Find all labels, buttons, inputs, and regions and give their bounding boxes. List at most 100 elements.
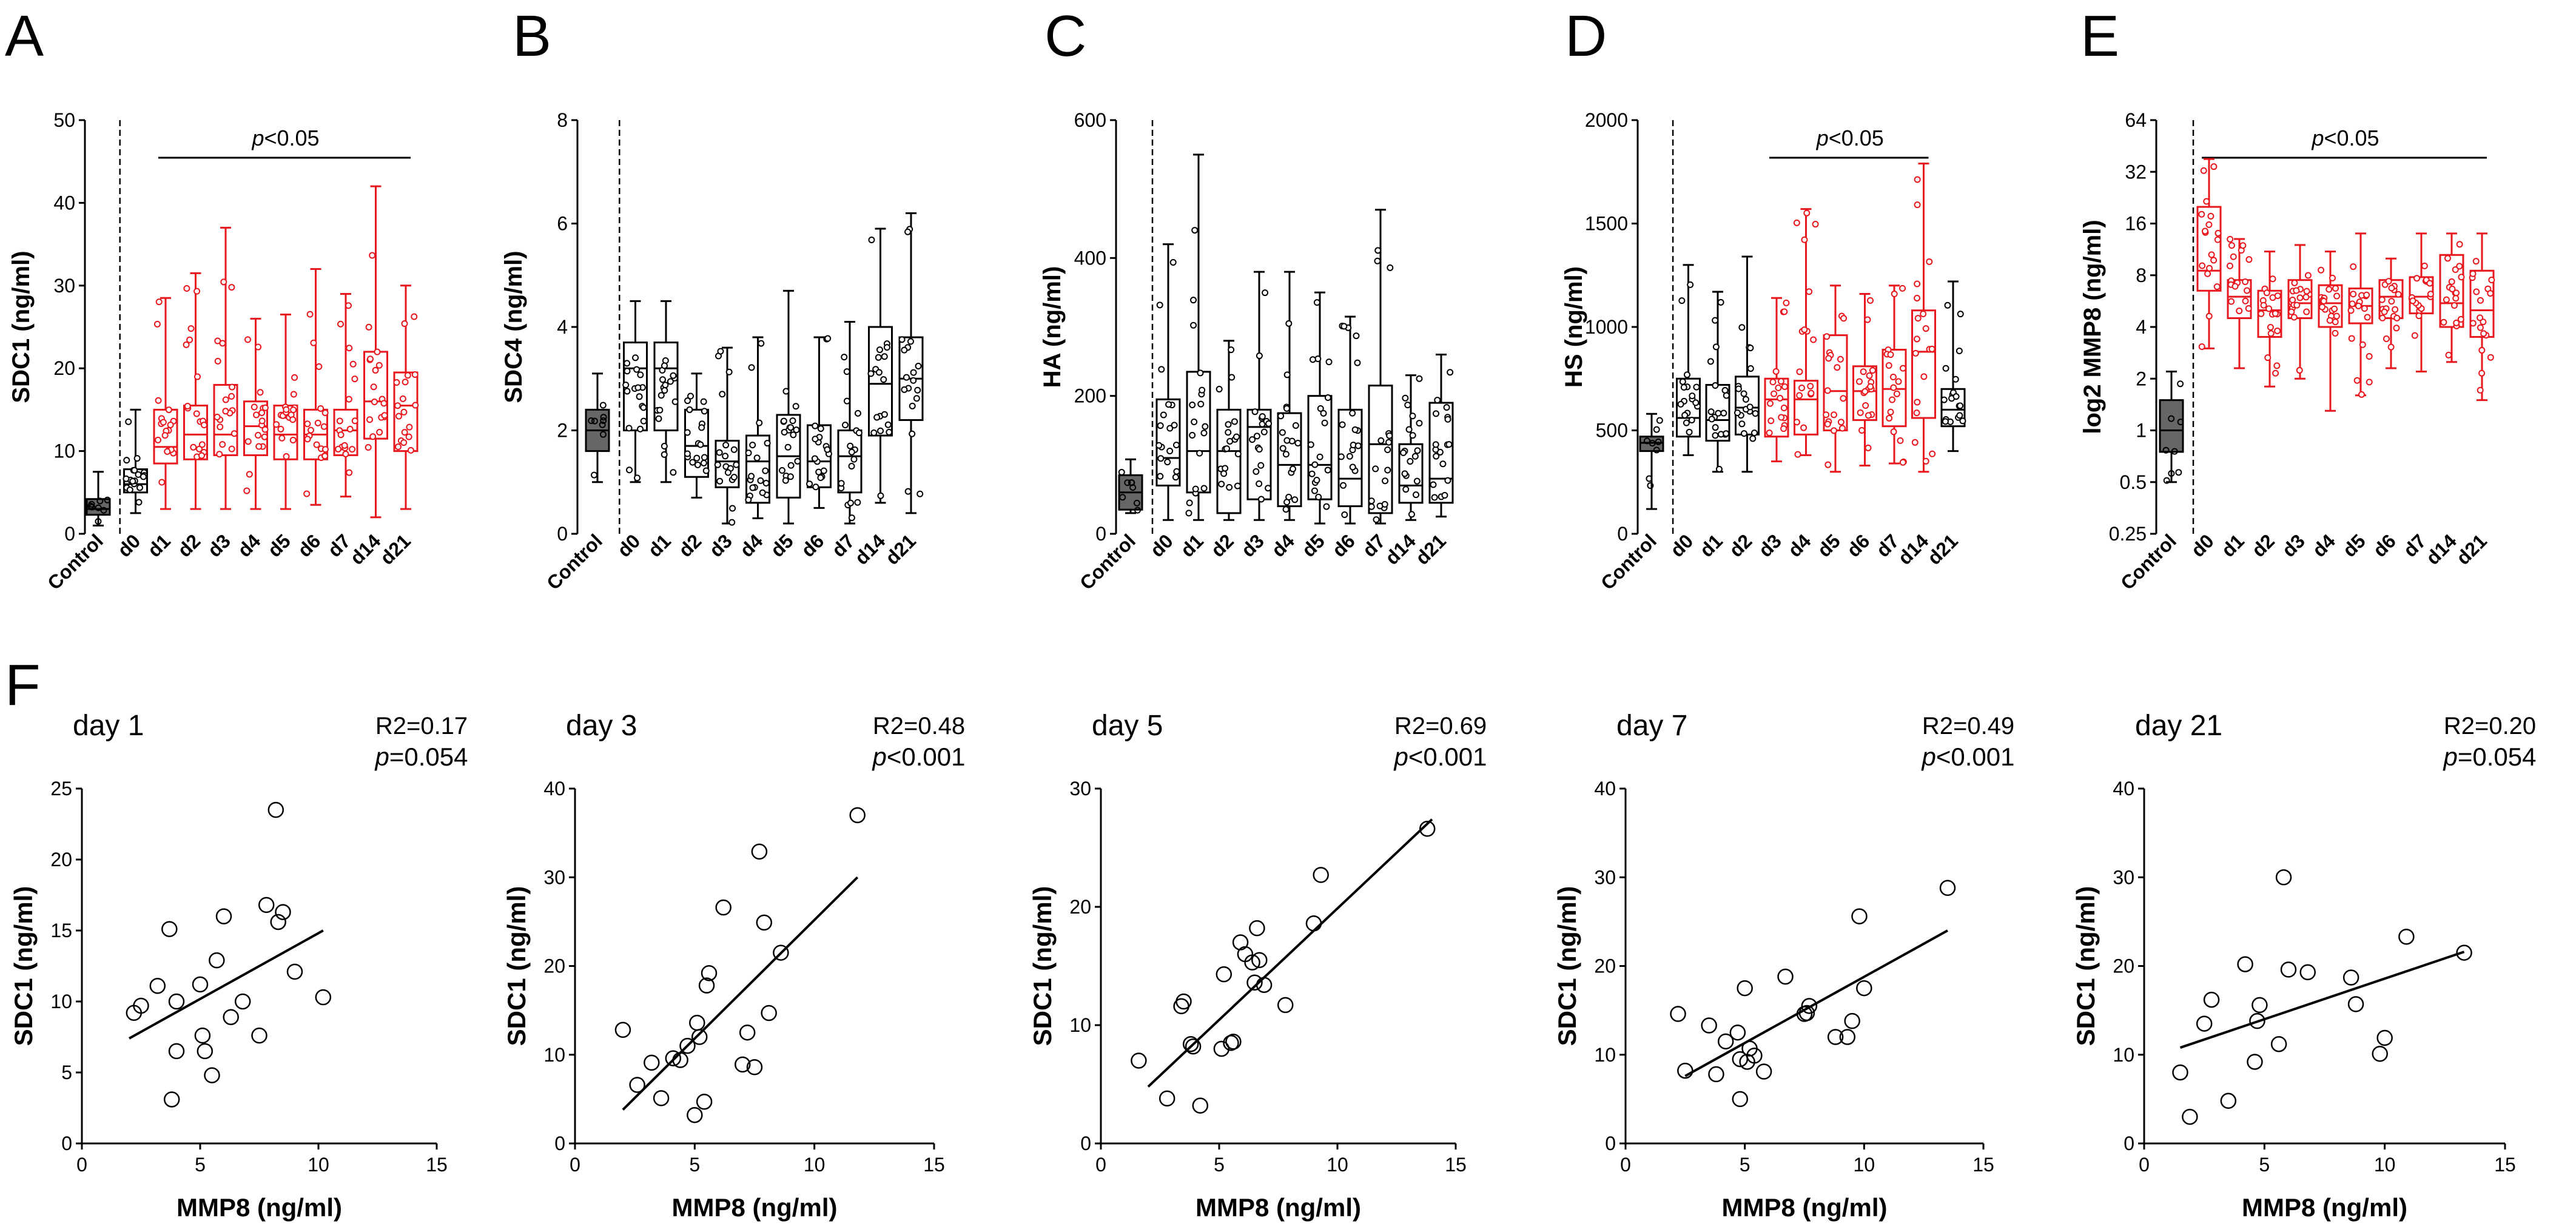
data-point: [1867, 383, 1874, 390]
data-point: [2203, 198, 2210, 205]
data-point: [2457, 315, 2464, 323]
box-iqr: [837, 429, 863, 494]
data-point: [1723, 392, 1730, 399]
data-point: [671, 398, 679, 405]
data-point: [2296, 366, 2303, 374]
box-d3: [2287, 244, 2313, 380]
data-point: [2303, 288, 2310, 295]
data-point: [1156, 301, 1163, 309]
y-tick-label: 20: [53, 357, 75, 379]
data-point: [1283, 499, 1291, 506]
data-point: [2267, 324, 2274, 331]
data-point: [1807, 383, 1814, 390]
data-point: [2290, 314, 2298, 321]
data-point: [2260, 301, 2267, 309]
data-point: [2332, 318, 2339, 326]
data-point: [1655, 438, 1662, 445]
data-point: [257, 389, 264, 396]
scatter-plot-panels: day 1 R2=0.17 p=0.054 0 5 10 15 20 25 0 5 10 15 MMP8 …: [9, 710, 2537, 1222]
x-tick-label: 5: [195, 1154, 206, 1176]
data-point: [1794, 451, 1801, 458]
scatter-point: [2220, 1092, 2237, 1109]
box-d4: [1793, 208, 1819, 458]
data-point: [195, 445, 203, 453]
data-point: [1838, 425, 1846, 432]
scatter-point: [746, 1059, 763, 1075]
data-point: [684, 397, 691, 405]
data-point: [1432, 441, 1439, 448]
data-point: [1895, 378, 1902, 385]
data-point: [1324, 466, 1331, 474]
y-tick-label: 0: [61, 1133, 72, 1154]
data-point: [2355, 302, 2362, 309]
box-d4: [1277, 271, 1302, 521]
data-point: [2333, 312, 2340, 320]
data-point: [1279, 445, 1286, 452]
data-point: [1324, 394, 1331, 402]
data-point: [661, 362, 668, 369]
data-point: [1222, 465, 1229, 472]
y-axis-label: SDC1 (ng/ml): [1028, 886, 1057, 1046]
data-point: [884, 421, 892, 428]
y-tick-label: 0: [557, 523, 568, 545]
data-point: [2456, 263, 2463, 270]
box-d4: [745, 336, 771, 519]
data-point: [1824, 387, 1831, 394]
data-point: [753, 454, 761, 462]
scatter-point: [209, 952, 225, 969]
category-label: d6: [1843, 530, 1874, 561]
data-point: [1922, 457, 1929, 465]
data-point: [2366, 379, 2373, 386]
data-point: [689, 459, 696, 466]
data-point: [2272, 369, 2279, 377]
regression-line: [622, 876, 859, 1111]
data-point: [1944, 301, 1951, 309]
data-point: [1897, 437, 1904, 444]
data-point: [1929, 450, 1936, 457]
data-point: [2213, 283, 2221, 291]
data-point: [1738, 420, 1746, 428]
y-tick-label: 0: [1095, 523, 1106, 545]
data-point: [1185, 510, 1192, 517]
data-point: [198, 441, 206, 448]
category-label: d0: [1146, 530, 1177, 561]
data-point: [133, 455, 141, 462]
scatter-point: [1131, 1052, 1147, 1069]
data-point: [313, 441, 320, 448]
data-point: [1692, 399, 1700, 406]
scatter-point: [215, 908, 232, 924]
data-point: [1952, 375, 1959, 383]
data-point: [1956, 412, 1963, 419]
data-point: [310, 339, 317, 346]
data-point: [2168, 470, 2175, 477]
box-control: [86, 471, 111, 527]
data-point: [2171, 448, 2178, 455]
scatter-point: [1256, 977, 1273, 993]
data-point: [784, 443, 792, 451]
data-point: [346, 469, 353, 476]
data-point: [1202, 423, 1209, 430]
p-value-label: p=0.054: [2443, 742, 2537, 771]
data-point: [749, 484, 756, 491]
data-point: [745, 449, 752, 457]
data-point: [749, 442, 756, 449]
data-point: [2206, 264, 2213, 272]
data-point: [824, 446, 831, 453]
data-point: [1747, 345, 1754, 352]
box-iqr: [1764, 377, 1789, 438]
data-point: [1840, 395, 1847, 402]
data-point: [2177, 419, 2184, 426]
box-iqr: [684, 408, 709, 478]
data-point: [2487, 354, 2494, 361]
data-point: [1780, 404, 1787, 411]
data-point: [278, 434, 286, 442]
p-value-label: p=0.054: [374, 742, 468, 771]
scatter-point: [1249, 920, 1265, 937]
scatter-point: [1732, 1091, 1749, 1108]
data-point: [880, 376, 887, 383]
category-label: d1: [1695, 530, 1727, 561]
data-point: [1351, 426, 1359, 433]
data-point: [1228, 346, 1235, 354]
data-point: [2445, 351, 2452, 358]
data-point: [790, 431, 797, 439]
